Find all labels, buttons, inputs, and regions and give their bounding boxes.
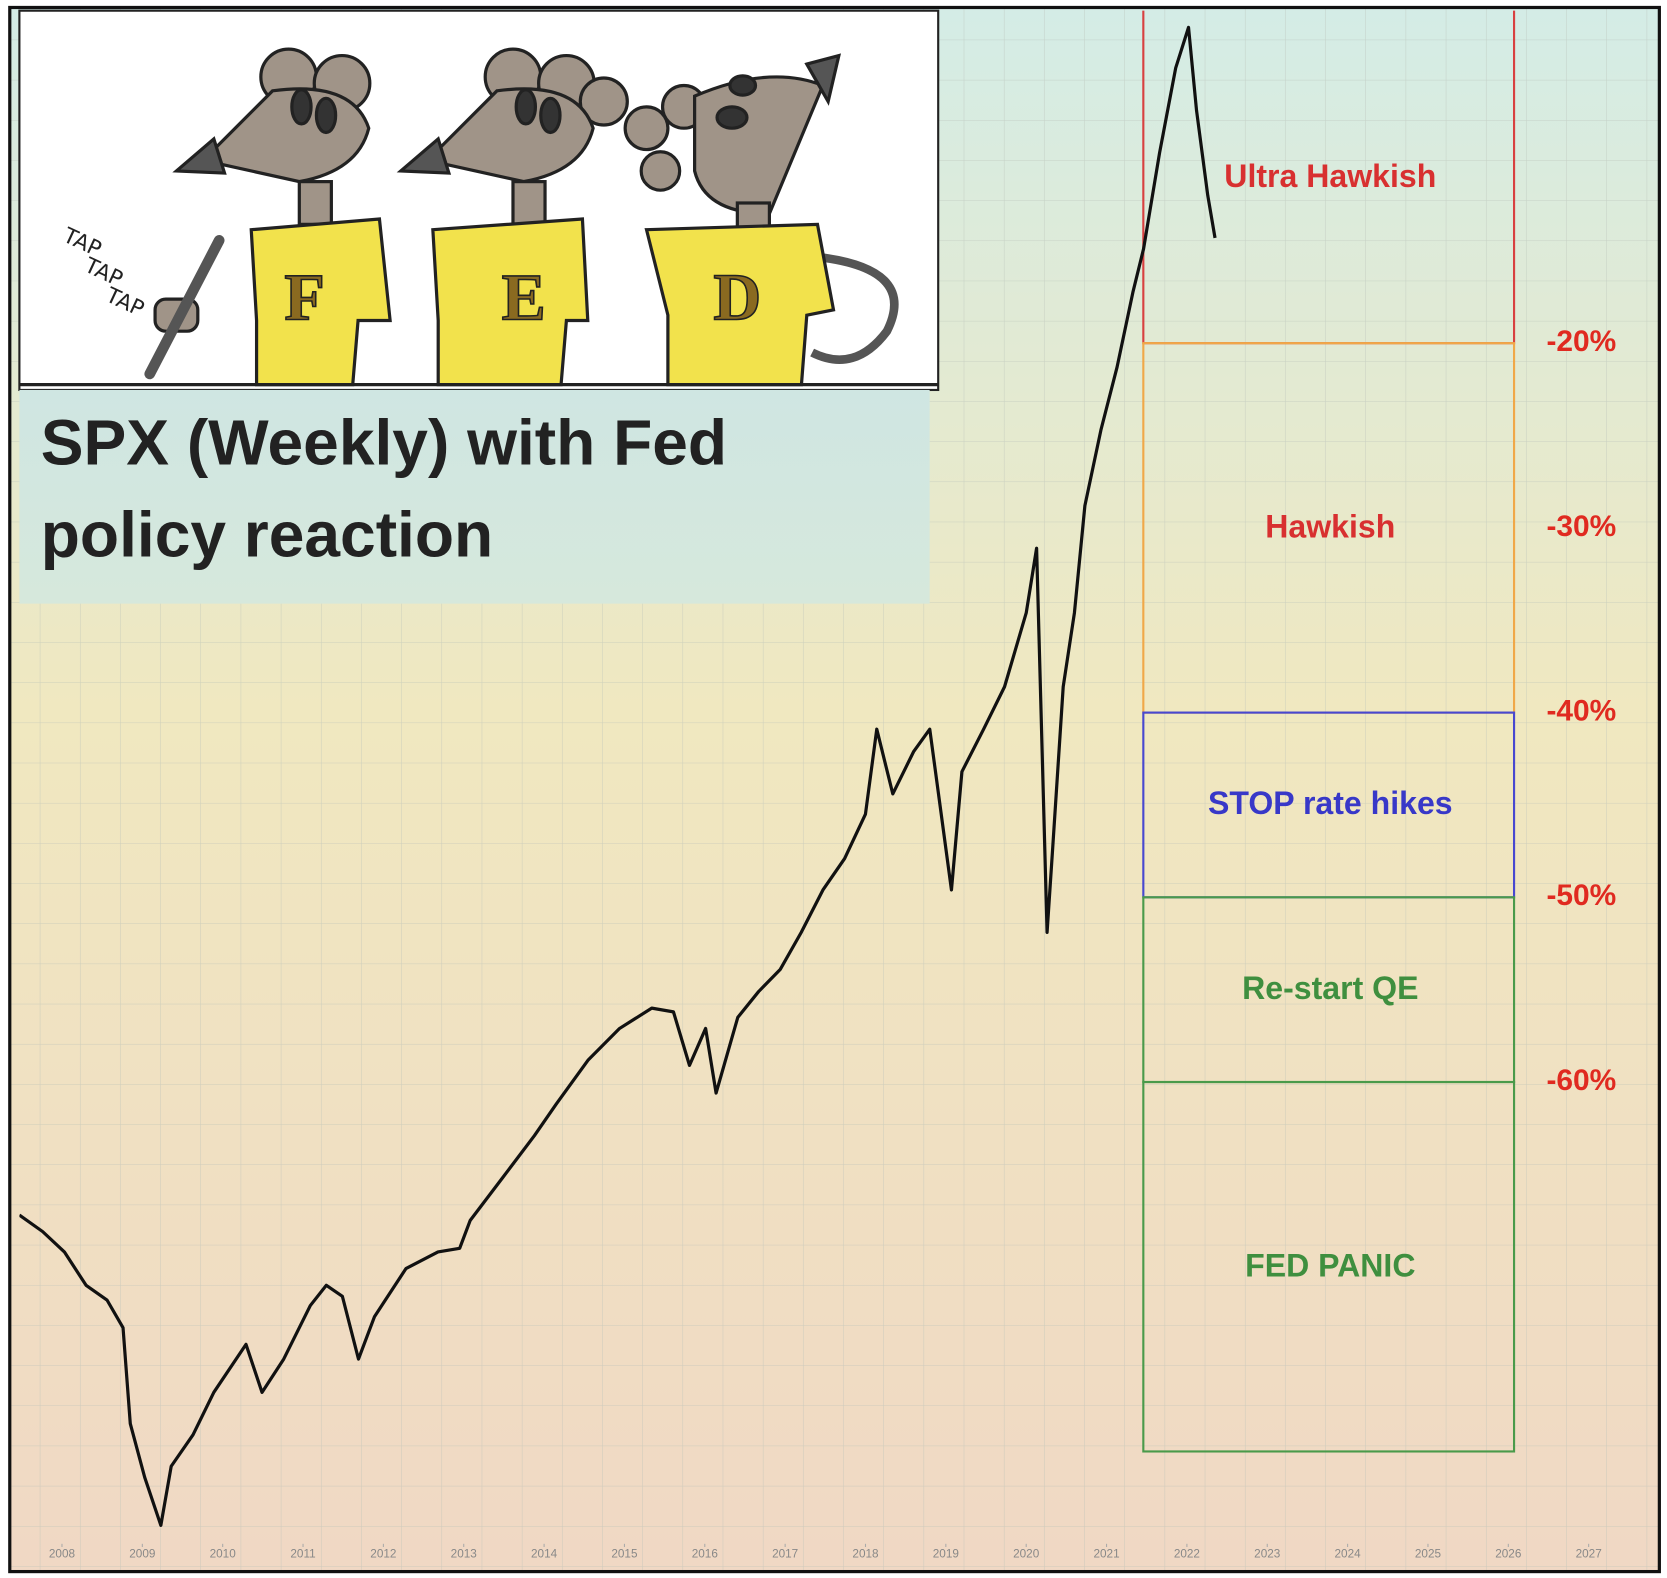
price-line bbox=[19, 25, 1217, 1527]
y-tick-label: -20% bbox=[1546, 325, 1616, 358]
zone-label-box: Ultra Hawkish bbox=[1224, 158, 1437, 195]
zone-label: STOP rate hikes bbox=[1207, 786, 1453, 823]
zones bbox=[1142, 10, 1516, 1453]
y-tick-label: -40% bbox=[1546, 695, 1616, 728]
y-tick-label: -30% bbox=[1546, 510, 1616, 543]
x-tick-label: 2008 bbox=[49, 1548, 76, 1561]
zone-label: Re-start QE bbox=[1242, 971, 1419, 1007]
x-tick-label: 2027 bbox=[1576, 1548, 1602, 1561]
zone-label: Ultra Hawkish bbox=[1224, 158, 1437, 195]
y-tick-label: -50% bbox=[1546, 879, 1616, 912]
x-tick-label: 2010 bbox=[210, 1548, 237, 1561]
title-panel bbox=[19, 389, 930, 604]
x-tick-label: 2015 bbox=[611, 1548, 638, 1561]
shirt-letter: F bbox=[284, 262, 324, 335]
x-tick-label: 2011 bbox=[290, 1548, 315, 1561]
x-tick-label: 2009 bbox=[129, 1548, 155, 1561]
x-tick-label: 2024 bbox=[1335, 1548, 1362, 1561]
x-tick-label: 2023 bbox=[1254, 1548, 1281, 1561]
frame bbox=[8, 5, 1661, 1574]
x-tick-label: 2018 bbox=[852, 1548, 879, 1561]
labels: Ultra Hawkish Hawkish STOP rate hikes Re-st… bbox=[49, 158, 1616, 1561]
x-tick-label: 2019 bbox=[933, 1548, 959, 1561]
chart-title: SPX (Weekly) with Fed policy reaction bbox=[40, 407, 728, 571]
shirt-letter: D bbox=[713, 262, 761, 335]
zone-label-box: STOP rate hikes bbox=[1207, 786, 1453, 823]
zone-label: Hawkish bbox=[1265, 509, 1396, 545]
title-box: SPX (Weekly) with Fed policy reaction bbox=[40, 407, 728, 571]
x-tick-label: 2020 bbox=[1013, 1548, 1040, 1561]
mice bbox=[144, 47, 899, 387]
x-tick-label: 2026 bbox=[1495, 1548, 1522, 1561]
zone-label-box: FED PANIC bbox=[1245, 1248, 1416, 1284]
x-tick-label: 2022 bbox=[1174, 1548, 1200, 1561]
x-tick-label: 2013 bbox=[451, 1548, 478, 1561]
x-tick-label: 2021 bbox=[1093, 1548, 1119, 1561]
zone-label-box: Re-start QE bbox=[1242, 971, 1419, 1007]
x-tick-label: 2014 bbox=[531, 1548, 558, 1561]
zone-label-box: Hawkish bbox=[1265, 509, 1396, 545]
zone-box bbox=[1142, 1080, 1516, 1453]
x-tick-label: 2017 bbox=[772, 1548, 798, 1561]
y-tick-label: -60% bbox=[1546, 1064, 1616, 1097]
series bbox=[19, 25, 1217, 1527]
x-tick-label: 2025 bbox=[1415, 1548, 1442, 1561]
x-tick-label: 2012 bbox=[370, 1548, 396, 1561]
zone-label: FED PANIC bbox=[1245, 1248, 1416, 1284]
shirt-letter: E bbox=[502, 262, 546, 335]
x-tick-label: 2016 bbox=[692, 1548, 719, 1561]
